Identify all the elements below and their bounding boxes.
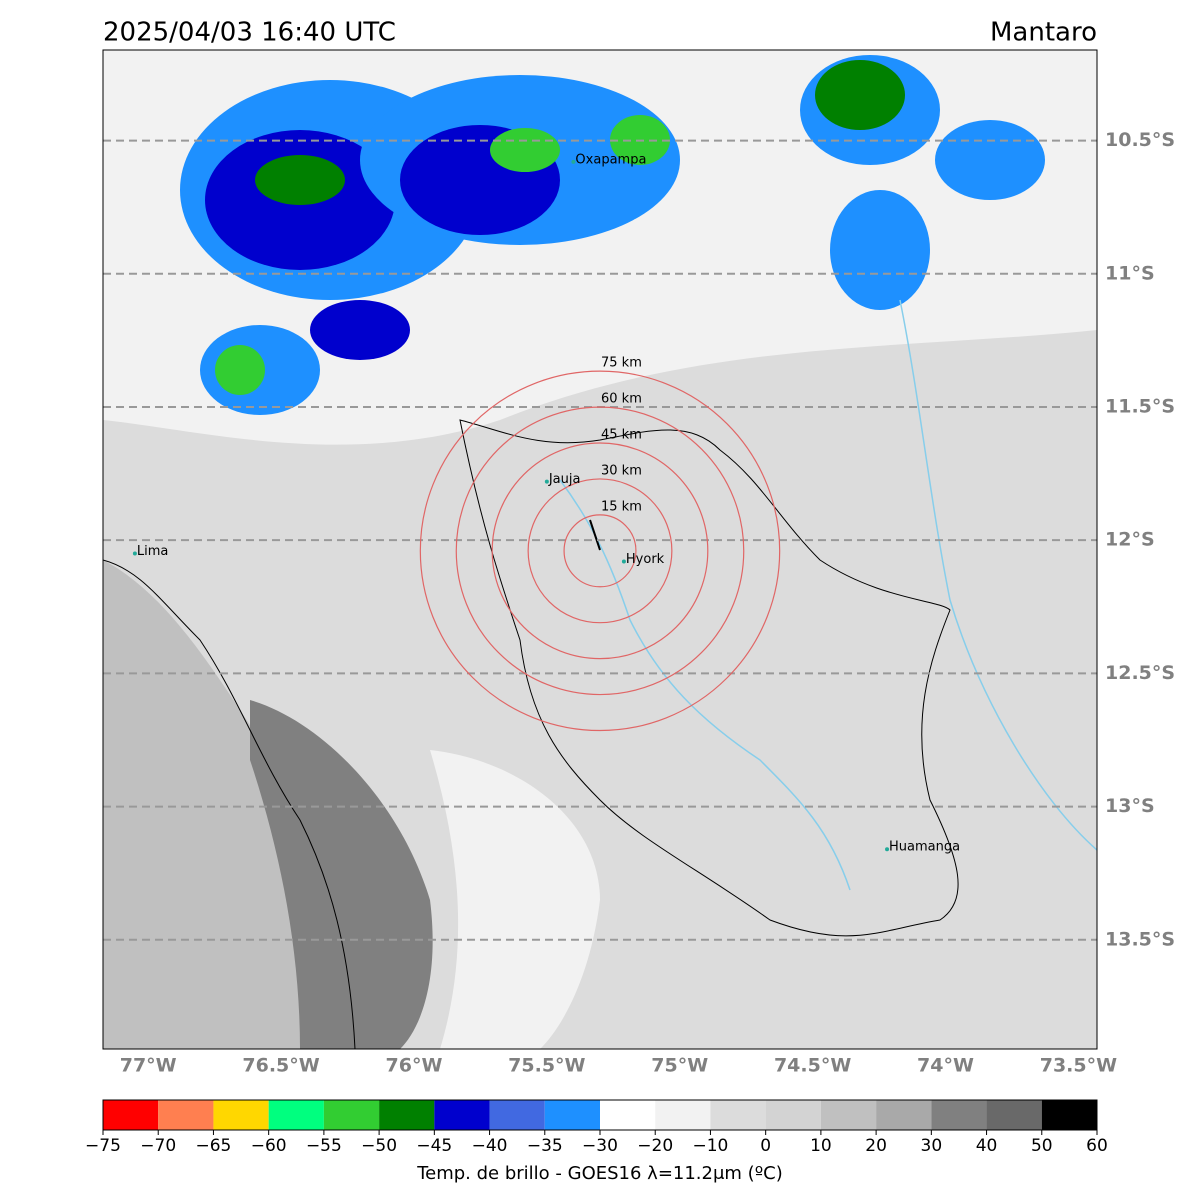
ring-label: 30 km <box>601 463 642 478</box>
lat-label: 12°S <box>1105 529 1155 551</box>
colorbar-tick-label: −30 <box>582 1136 618 1156</box>
range-ring <box>563 514 637 588</box>
colorbar-segment <box>379 1100 435 1130</box>
colorbar-segment <box>103 1100 159 1130</box>
colorbar-tick-label: −70 <box>140 1136 176 1156</box>
city-dot <box>132 551 137 556</box>
colorbar-tick-label: −60 <box>251 1136 287 1156</box>
lat-label: 12.5°S <box>1105 662 1175 684</box>
colorbar-segment <box>434 1100 490 1130</box>
colorbar-tick-label: 20 <box>865 1136 887 1156</box>
lon-label: 74.5°W <box>774 1055 851 1077</box>
city-dot <box>885 847 890 852</box>
city-dot <box>621 559 626 564</box>
colorbar-tick-label: 60 <box>1086 1136 1108 1156</box>
city-label: Jauja <box>548 472 581 487</box>
colorbar-segment <box>544 1100 600 1130</box>
colorbar-label: Temp. de brillo - GOES16 λ=11.2μm (ºC) <box>416 1163 783 1184</box>
ring-label: 75 km <box>601 356 642 371</box>
lat-label: 13.5°S <box>1105 928 1175 950</box>
range-ring <box>419 370 781 732</box>
colorbar-tick-label: −55 <box>306 1136 342 1156</box>
colorbar-segment <box>820 1100 877 1130</box>
lat-label: 13°S <box>1105 795 1155 817</box>
lat-label: 11.5°S <box>1105 395 1175 417</box>
colorbar-segment <box>600 1100 656 1130</box>
lon-label: 73.5°W <box>1040 1055 1117 1077</box>
title-right: Mantaro <box>990 18 1097 48</box>
river <box>899 299 1097 851</box>
radar-beam <box>589 519 601 551</box>
ring-label: 15 km <box>601 499 642 514</box>
colorbar-tick-label: 0 <box>760 1136 771 1156</box>
colorbar-tick-label: −45 <box>416 1136 452 1156</box>
title-left: 2025/04/03 16:40 UTC <box>103 18 396 48</box>
colorbar-segment <box>710 1100 766 1130</box>
colorbar-segment <box>655 1100 711 1130</box>
colorbar-segment <box>1041 1100 1097 1130</box>
map-frame <box>102 49 1098 1050</box>
range-ring <box>491 442 709 660</box>
colorbar-segment <box>931 1100 987 1130</box>
colorbar-segment <box>323 1100 380 1130</box>
colorbar-tick-label: −35 <box>527 1136 563 1156</box>
city-dot <box>571 159 576 164</box>
colorbar-segment <box>876 1100 932 1130</box>
lon-label: 77°W <box>120 1055 177 1077</box>
colorbar-tick-label: −50 <box>361 1136 397 1156</box>
lon-label: 75.5°W <box>508 1055 585 1077</box>
colorbar-tick-label: 10 <box>810 1136 832 1156</box>
city-label: Hyork <box>626 552 665 567</box>
colorbar-segment <box>765 1100 821 1130</box>
colorbar-tick-label: −40 <box>472 1136 508 1156</box>
city-dot <box>544 479 549 484</box>
lon-label: 75°W <box>651 1055 708 1077</box>
city-label: Oxapampa <box>575 152 646 167</box>
lon-label: 76.5°W <box>242 1055 319 1077</box>
colorbar-tick-label: −75 <box>85 1136 121 1156</box>
ring-label: 60 km <box>601 392 642 407</box>
lon-label: 74°W <box>917 1055 974 1077</box>
colorbar-tick-label: 50 <box>1031 1136 1053 1156</box>
city-label: Huamanga <box>889 840 960 855</box>
satellite-image <box>103 50 1097 1049</box>
colorbar-segment <box>986 1100 1042 1130</box>
colorbar-segment <box>213 1100 269 1130</box>
ring-label: 45 km <box>601 428 642 443</box>
colorbar-tick-label: −10 <box>692 1136 728 1156</box>
colorbar-tick-label: 40 <box>976 1136 998 1156</box>
lon-label: 76°W <box>386 1055 443 1077</box>
river <box>559 479 851 891</box>
range-ring <box>455 406 745 696</box>
basin-border <box>459 419 959 937</box>
colorbar-tick-label: 30 <box>921 1136 943 1156</box>
city-label: Lima <box>137 544 168 559</box>
lat-label: 11°S <box>1105 262 1155 284</box>
colorbar-tick-label: −20 <box>637 1136 673 1156</box>
coastline <box>103 559 356 1049</box>
colorbar-segment <box>158 1100 214 1130</box>
colorbar-tick-label: −65 <box>195 1136 231 1156</box>
colorbar-segment <box>489 1100 545 1130</box>
lat-label: 10.5°S <box>1105 129 1175 151</box>
colorbar-segment <box>268 1100 324 1130</box>
range-ring <box>527 478 673 624</box>
